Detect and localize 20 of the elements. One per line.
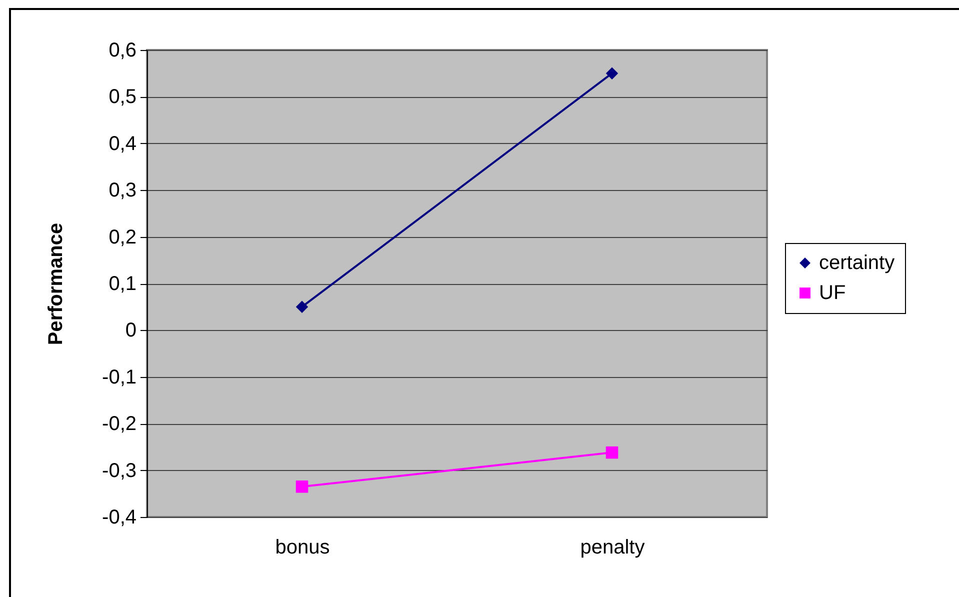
legend-label: certainty (819, 252, 895, 274)
point (606, 446, 618, 459)
point (606, 67, 618, 80)
y-tick-label: -0,4 (102, 506, 136, 528)
y-tick-label: -0,1 (102, 366, 136, 388)
x-tick-label: penalty (580, 536, 645, 558)
y-tick-label: 0,1 (108, 273, 136, 295)
y-tick-label: -0,3 (102, 460, 136, 482)
point (296, 480, 308, 493)
y-tick-label: 0 (125, 320, 136, 342)
x-tick-label: bonus (275, 536, 330, 558)
y-tick-label: 0,3 (108, 180, 136, 202)
point (296, 300, 308, 313)
y-tick-label: 0,6 (108, 40, 136, 62)
legend-label: UF (819, 282, 846, 304)
y-tick-label: 0,4 (108, 132, 136, 155)
y-tick-label: 0,2 (108, 226, 136, 248)
y-tick-label: 0,5 (108, 86, 136, 108)
y-axis-title: Performance (45, 222, 68, 346)
y-tick-label: -0,2 (102, 413, 136, 436)
